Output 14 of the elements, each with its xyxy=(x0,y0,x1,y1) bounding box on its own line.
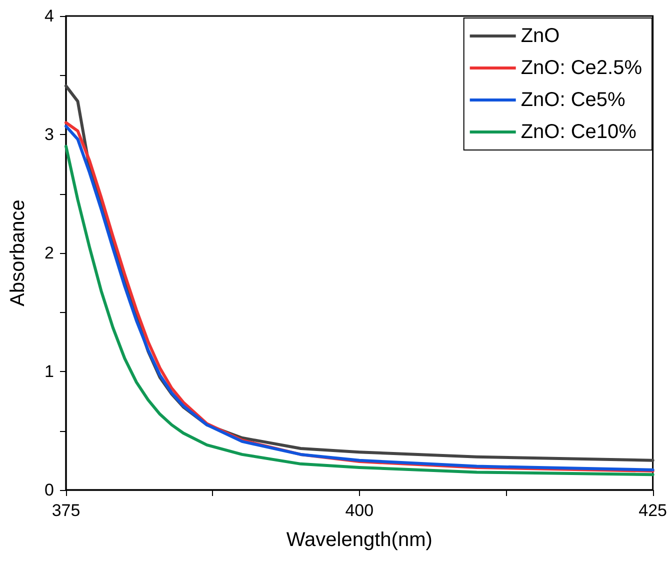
legend-label: ZnO: Ce10% xyxy=(520,121,637,143)
x-tick-label: 400 xyxy=(345,501,374,520)
legend-label: ZnO: Ce2.5% xyxy=(520,57,642,79)
y-tick-label: 4 xyxy=(44,6,54,26)
y-tick-label: 3 xyxy=(44,125,54,144)
y-tick-label: 1 xyxy=(44,362,54,381)
y-tick-label: 2 xyxy=(44,244,54,262)
x-tick-label: 375 xyxy=(52,501,80,520)
x-axis-title: Wavelength(nm) xyxy=(286,529,432,551)
x-tick-label: 425 xyxy=(638,501,668,520)
legend-label: ZnO xyxy=(520,25,560,47)
y-tick-label: 0 xyxy=(44,480,54,500)
y-axis-title: Absorbance xyxy=(7,200,29,306)
legend-label: ZnO: Ce5% xyxy=(520,89,626,111)
